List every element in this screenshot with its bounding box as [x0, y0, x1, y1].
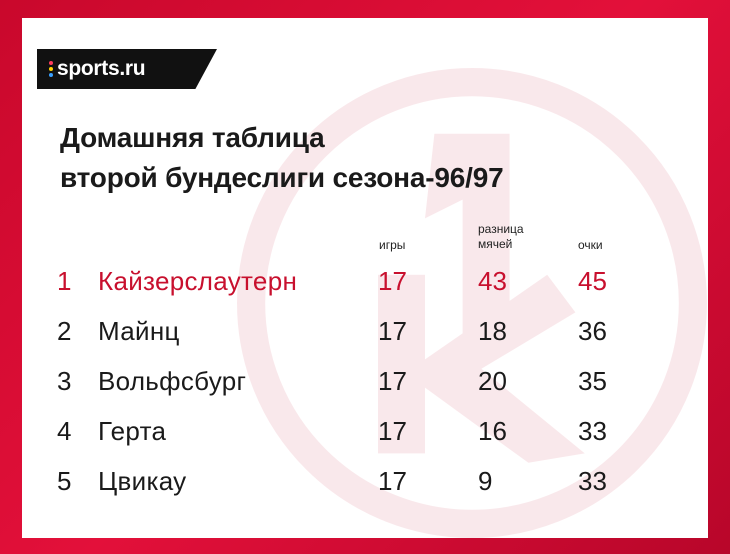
- club-crest-watermark: [237, 68, 707, 538]
- sports-ru-logo: sports.ru: [37, 49, 217, 89]
- points-cell: 33: [578, 466, 607, 496]
- team-cell: Кайзерслаутерн: [98, 266, 298, 296]
- team-cell: Вольфсбург: [98, 366, 247, 396]
- diff-cell: 43: [478, 266, 507, 296]
- diff-cell: 20: [478, 366, 507, 396]
- table-row: 5 Цвикау 17 9 33: [22, 466, 708, 506]
- games-cell: 17: [378, 466, 407, 496]
- diff-cell: 16: [478, 416, 507, 446]
- rank-cell: 1: [57, 266, 72, 296]
- team-cell: Майнц: [98, 316, 180, 346]
- games-cell: 17: [378, 416, 407, 446]
- diff-cell: 9: [478, 466, 493, 496]
- column-header-games: игры: [379, 238, 406, 252]
- column-header-diff-line1: разница: [478, 222, 524, 236]
- games-cell: 17: [378, 366, 407, 396]
- page-title: Домашняя таблица второй бундеслиги сезон…: [60, 118, 504, 198]
- infographic-card: sports.ru Домашняя таблица второй бундес…: [22, 18, 708, 538]
- points-cell: 45: [578, 266, 607, 296]
- table-row: 2 Майнц 17 18 36: [22, 316, 708, 356]
- games-cell: 17: [378, 266, 407, 296]
- points-cell: 33: [578, 416, 607, 446]
- rank-cell: 3: [57, 366, 72, 396]
- logo-dot: [49, 73, 53, 77]
- column-header-points: очки: [578, 238, 603, 252]
- team-cell: Герта: [98, 416, 167, 446]
- column-header-diff: разница мячей: [478, 222, 524, 252]
- logo-dot: [49, 67, 53, 71]
- rank-cell: 4: [57, 416, 72, 446]
- table-row: 4 Герта 17 16 33: [22, 416, 708, 456]
- title-line-2: второй бундеслиги сезона-96/97: [60, 162, 504, 193]
- column-header-diff-line2: мячей: [478, 237, 513, 251]
- points-cell: 36: [578, 316, 607, 346]
- team-cell: Цвикау: [98, 466, 187, 496]
- games-cell: 17: [378, 316, 407, 346]
- rank-cell: 2: [57, 316, 72, 346]
- table-row: 3 Вольфсбург 17 20 35: [22, 366, 708, 406]
- rank-cell: 5: [57, 466, 72, 496]
- title-line-1: Домашняя таблица: [60, 122, 325, 153]
- logo-dot: [49, 61, 53, 65]
- logo-text: sports.ru: [57, 57, 146, 80]
- points-cell: 35: [578, 366, 607, 396]
- diff-cell: 18: [478, 316, 507, 346]
- logo-dots-icon: [49, 61, 53, 77]
- table-row: 1 Кайзерслаутерн 17 43 45: [22, 266, 708, 306]
